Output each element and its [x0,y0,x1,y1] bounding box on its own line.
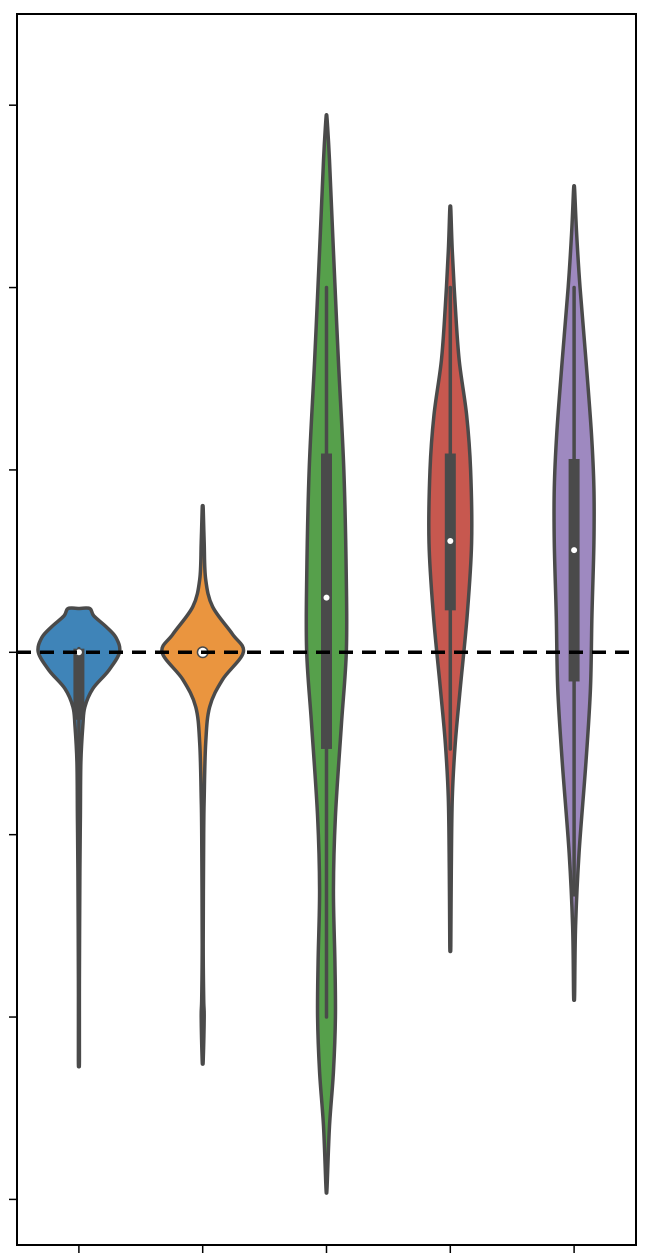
violins-layer [36,113,596,1195]
violin-iqr-box-3 [321,453,332,749]
violin-2 [160,503,246,1066]
violin-iqr-box-1 [73,648,85,720]
violin-median-1 [75,649,82,656]
violin-median-5 [571,547,578,554]
violin-body-2 [160,503,246,1066]
violin-median-3 [323,594,330,601]
violin-median-4 [447,538,454,545]
violin-5 [552,184,596,1002]
violin-4 [427,204,474,954]
axes-layer [9,13,637,1253]
violin-iqr-box-4 [444,453,456,611]
violin-iqr-box-5 [568,458,580,682]
violin-1 [36,606,122,1069]
